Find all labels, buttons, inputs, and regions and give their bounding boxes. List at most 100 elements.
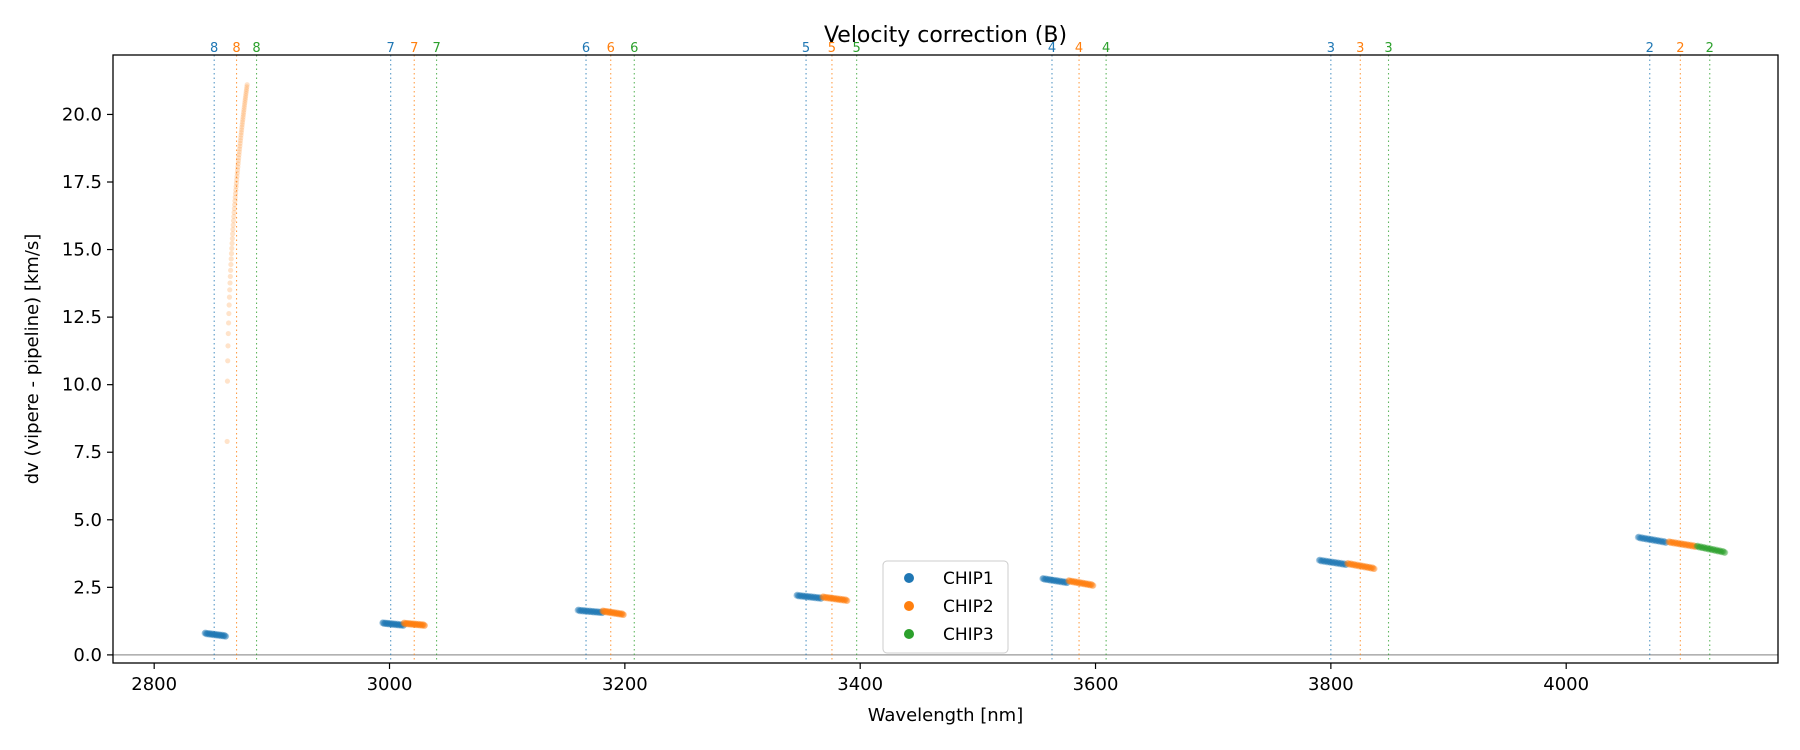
point-chip2 xyxy=(1082,580,1089,587)
point-chip1 xyxy=(1330,559,1338,567)
point-chip3 xyxy=(1706,545,1713,552)
point-chip1 xyxy=(585,608,592,616)
order-label: 7 xyxy=(432,41,440,56)
point-chip2 xyxy=(619,610,626,617)
point-chip2 xyxy=(828,594,835,601)
point-chip1 xyxy=(813,593,821,601)
point-chip2 xyxy=(829,595,837,603)
order-label: 7 xyxy=(387,41,395,56)
point-chip2 xyxy=(237,146,243,152)
point-chip2 xyxy=(228,250,235,257)
point-chip2 xyxy=(603,608,610,616)
point-chip1 xyxy=(1637,535,1644,542)
point-chip2 xyxy=(1073,579,1080,586)
point-chip2 xyxy=(1355,563,1363,570)
point-chip1 xyxy=(808,593,815,600)
point-chip2 xyxy=(1086,582,1094,589)
point-chip1 xyxy=(208,631,216,638)
point-chip2 xyxy=(615,610,623,617)
point-chip2 xyxy=(613,610,620,617)
point-chip2 xyxy=(239,119,246,125)
point-chip2 xyxy=(1083,580,1090,588)
point-chip3 xyxy=(1709,545,1717,553)
point-chip2 xyxy=(599,607,607,614)
point-chip2 xyxy=(238,129,244,136)
point-chip2 xyxy=(1672,539,1680,547)
point-chip2 xyxy=(239,122,245,128)
point-chip2 xyxy=(228,261,234,268)
point-chip2 xyxy=(225,358,231,364)
point-chip2 xyxy=(620,611,627,618)
point-chip1 xyxy=(579,607,586,615)
point-chip2 xyxy=(1349,561,1357,569)
x-tick-label: 3600 xyxy=(1073,674,1119,695)
point-chip3 xyxy=(1696,544,1703,551)
point-chip1 xyxy=(390,621,398,628)
point-chip1 xyxy=(594,608,602,615)
point-chip3 xyxy=(1704,545,1712,552)
point-chip2 xyxy=(607,609,615,616)
point-chip1 xyxy=(1334,559,1342,566)
point-chip2 xyxy=(420,622,428,629)
point-chip1 xyxy=(586,607,593,614)
point-chip2 xyxy=(409,621,416,628)
point-chip1 xyxy=(1040,574,1047,582)
point-chip2 xyxy=(1675,539,1682,547)
point-chip2 xyxy=(826,595,834,602)
point-chip1 xyxy=(1338,560,1346,568)
point-chip2 xyxy=(1688,542,1695,550)
point-chip1 xyxy=(574,607,581,614)
point-chip1 xyxy=(1049,577,1057,585)
point-chip1 xyxy=(1054,577,1061,584)
point-chip2 xyxy=(243,93,249,99)
point-chip2 xyxy=(412,620,420,628)
point-chip1 xyxy=(797,592,804,599)
point-chip1 xyxy=(801,593,809,600)
point-chip2 xyxy=(242,97,248,103)
point-chip1 xyxy=(1645,536,1653,543)
y-tick-label: 2.5 xyxy=(73,577,102,598)
point-chip2 xyxy=(832,595,839,603)
point-chip1 xyxy=(592,608,599,616)
point-chip3 xyxy=(1718,548,1725,556)
point-chip1 xyxy=(811,594,818,601)
point-chip2 xyxy=(614,610,622,617)
point-chip3 xyxy=(1715,548,1722,555)
point-chip2 xyxy=(610,609,617,617)
point-chip2 xyxy=(1072,578,1079,585)
point-chip3 xyxy=(1721,549,1729,556)
point-chip1 xyxy=(797,593,805,600)
point-chip1 xyxy=(806,594,814,601)
point-chip2 xyxy=(421,622,429,629)
point-chip2 xyxy=(1353,561,1361,568)
point-chip2 xyxy=(1079,579,1086,587)
point-chip1 xyxy=(1657,537,1665,544)
point-chip2 xyxy=(224,438,230,445)
point-chip1 xyxy=(1321,558,1329,565)
point-chip2 xyxy=(419,621,427,628)
point-chip2 xyxy=(616,609,624,617)
order-label: 6 xyxy=(582,41,590,56)
point-chip1 xyxy=(583,607,590,614)
point-chip1 xyxy=(1639,534,1646,541)
point-chip1 xyxy=(814,594,821,602)
point-chip2 xyxy=(829,595,836,602)
point-chip2 xyxy=(1665,538,1672,546)
point-chip2 xyxy=(1346,561,1354,568)
point-chip1 xyxy=(815,594,823,601)
order-label: 2 xyxy=(1676,41,1684,56)
order-label: 4 xyxy=(1102,41,1110,56)
order-label: 5 xyxy=(828,41,836,56)
point-chip1 xyxy=(576,607,584,615)
point-chip1 xyxy=(391,620,398,627)
point-chip2 xyxy=(601,607,609,615)
point-chip1 xyxy=(584,608,591,615)
point-chip2 xyxy=(1069,577,1076,585)
point-chip1 xyxy=(794,591,801,599)
point-chip2 xyxy=(229,245,235,251)
point-chip1 xyxy=(599,609,606,616)
point-chip2 xyxy=(232,198,238,204)
point-chip2 xyxy=(618,610,625,617)
point-chip1 xyxy=(588,607,596,615)
point-chip2 xyxy=(836,595,843,602)
